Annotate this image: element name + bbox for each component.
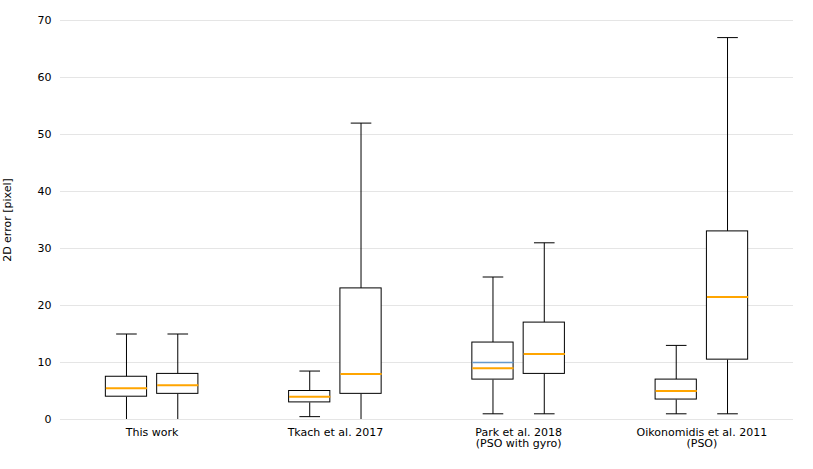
svg-text:30: 30 [38, 242, 52, 255]
svg-text:Oikonomidis et al. 2011(PSO): Oikonomidis et al. 2011(PSO) [637, 426, 768, 450]
svg-text:Tkach et al. 2017: Tkach et al. 2017 [287, 426, 384, 439]
svg-text:40: 40 [38, 185, 52, 198]
svg-text:10: 10 [38, 356, 52, 369]
svg-text:60: 60 [38, 71, 52, 84]
svg-text:Park et al. 2018(PSO with gyro: Park et al. 2018(PSO with gyro) [475, 426, 562, 450]
svg-text:20: 20 [38, 299, 52, 312]
svg-text:50: 50 [38, 128, 52, 141]
svg-text:This work: This work [125, 426, 179, 439]
svg-text:2D error [pixel]: 2D error [pixel] [1, 178, 14, 262]
svg-text:0: 0 [45, 413, 52, 426]
svg-text:70: 70 [38, 14, 52, 27]
